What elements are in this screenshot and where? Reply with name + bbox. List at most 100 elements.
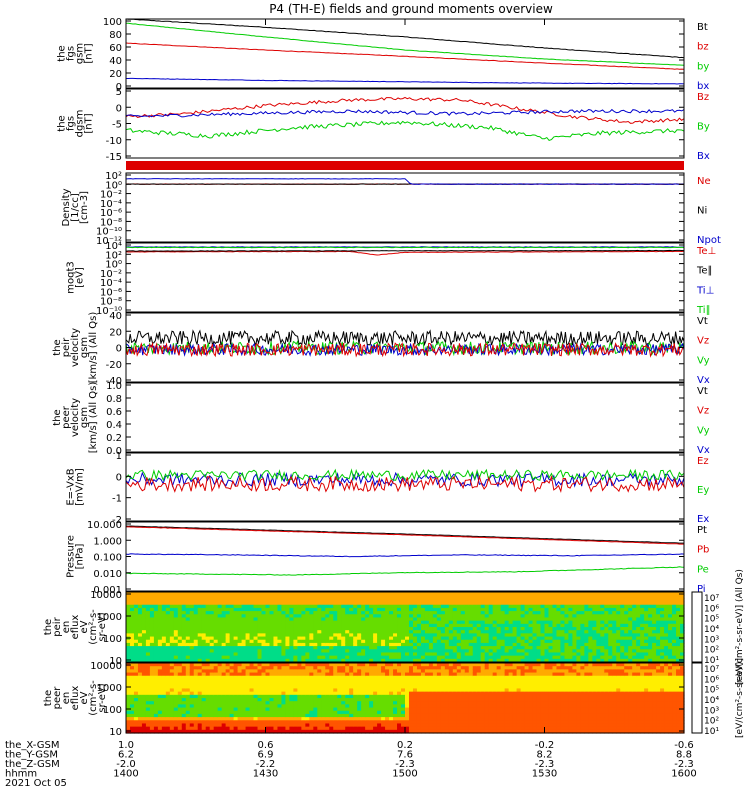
spectrogram-cell — [233, 710, 239, 715]
spectrogram-cell — [564, 620, 570, 625]
spectrogram-cell — [157, 658, 163, 663]
spectrogram-cell — [149, 646, 155, 650]
spectrogram-cell — [165, 672, 171, 677]
spectrogram-cell — [508, 633, 514, 638]
spectrogram-cell — [389, 707, 394, 712]
spectrogram-cell — [289, 691, 294, 696]
spectrogram-cell — [416, 620, 422, 625]
spectrogram-cell — [221, 627, 227, 631]
spectrogram-cell — [269, 701, 275, 705]
spectrogram-cell — [345, 595, 350, 599]
spectrogram-cell — [640, 607, 645, 612]
spectrogram-cell — [265, 592, 271, 596]
spectrogram-cell — [397, 682, 402, 686]
spectrogram-cell — [401, 655, 406, 660]
spectrogram-cell — [317, 652, 322, 657]
spectrogram-cell — [528, 646, 534, 650]
spectrogram-cell — [508, 617, 514, 622]
spectrogram-cell — [309, 642, 314, 647]
spectrogram-cell — [436, 633, 442, 638]
spectrogram-cell — [361, 678, 366, 683]
spectrogram-cell — [385, 675, 390, 680]
spectrogram-cell — [524, 649, 530, 654]
spectrogram-cell — [165, 691, 171, 696]
spectrogram-cell — [209, 682, 215, 686]
spectrogram-cell — [393, 620, 398, 625]
spectrogram-cell — [632, 623, 637, 628]
spectrogram-cell — [596, 620, 601, 625]
spectrogram-cell — [285, 701, 291, 705]
spectrogram-cell — [393, 639, 398, 644]
spectrogram-cell — [161, 655, 167, 660]
spectrogram-cell — [145, 666, 151, 670]
spectrogram-cell — [345, 698, 350, 702]
spectrogram-cell — [217, 729, 223, 734]
spectrogram-cell — [652, 646, 657, 650]
spectrogram-cell — [552, 633, 558, 638]
spectrogram-cell — [576, 617, 581, 622]
spectrogram-cell — [640, 604, 645, 609]
spectrogram-cell — [197, 630, 203, 634]
spectrogram-cell — [656, 607, 661, 612]
spectrogram-cell — [452, 658, 458, 663]
spectrogram-cell — [165, 694, 171, 699]
spectrogram-cell — [329, 630, 334, 634]
spectrogram-cell — [137, 614, 143, 619]
spectrogram-cell — [496, 639, 502, 644]
spectrogram-cell — [289, 655, 294, 660]
spectrogram-cell — [317, 633, 322, 638]
spectrogram-cell — [297, 655, 302, 660]
spectrogram-cell — [516, 646, 522, 650]
spectrogram-cell — [249, 710, 255, 715]
spectrogram-cell — [297, 617, 302, 622]
y-tick-label: 10⁻¹⁰ — [96, 227, 122, 238]
spectrogram-cell — [149, 607, 155, 612]
spectrogram-cell — [285, 698, 291, 702]
spectrogram-cell — [209, 617, 215, 622]
spectrogram-cell — [241, 614, 247, 619]
spectrogram-cell — [217, 710, 223, 715]
spectrogram-cell — [580, 598, 585, 603]
spectrogram-cell — [544, 614, 550, 619]
spectrogram-cell — [253, 623, 259, 628]
spectrogram-cell — [353, 672, 358, 677]
spectrogram-cell — [624, 607, 629, 612]
spectrogram-cell — [237, 652, 243, 657]
spectrogram-cell — [221, 717, 227, 721]
spectrogram-cell — [369, 607, 374, 612]
spectrogram-cell — [480, 627, 486, 631]
spectrogram-cell — [556, 627, 562, 631]
spectrogram-cell — [373, 678, 378, 683]
spectrogram-cell — [277, 611, 283, 615]
spectrogram-cell — [496, 604, 502, 609]
spectrogram-cell — [141, 620, 147, 625]
spectrogram-cell — [325, 694, 330, 699]
spectrogram-cell — [385, 713, 390, 718]
spectrogram-cell — [309, 595, 314, 599]
spectrogram-cell — [193, 669, 199, 674]
spectrogram-cell — [668, 630, 673, 634]
spectrogram-cell — [632, 658, 637, 663]
spectrogram-cell — [129, 685, 135, 690]
y-axis-label: peir — [52, 616, 63, 636]
spectrogram-cell — [349, 666, 354, 670]
spectrogram-cell — [265, 666, 271, 670]
spectrogram-cell — [592, 658, 597, 663]
spectrogram-cell — [149, 707, 155, 712]
spectrogram-cell — [504, 592, 510, 596]
spectrogram-cell — [580, 611, 585, 615]
spectrogram-cell — [301, 682, 306, 686]
spectrogram-cell — [361, 614, 366, 619]
spectrogram-cell — [289, 617, 294, 622]
spectrogram-cell — [241, 633, 247, 638]
spectrogram-cell — [552, 658, 558, 663]
spectrogram-cell — [652, 614, 657, 619]
spectrogram-cell — [600, 607, 605, 612]
spectrogram-cell — [508, 652, 514, 657]
spectrogram-cell — [432, 639, 438, 644]
spectrogram-cell — [221, 636, 227, 641]
spectrogram-cell — [401, 701, 406, 705]
spectrogram-cell — [269, 675, 275, 680]
spectrogram-cell — [201, 729, 207, 734]
spectrogram-cell — [337, 620, 342, 625]
